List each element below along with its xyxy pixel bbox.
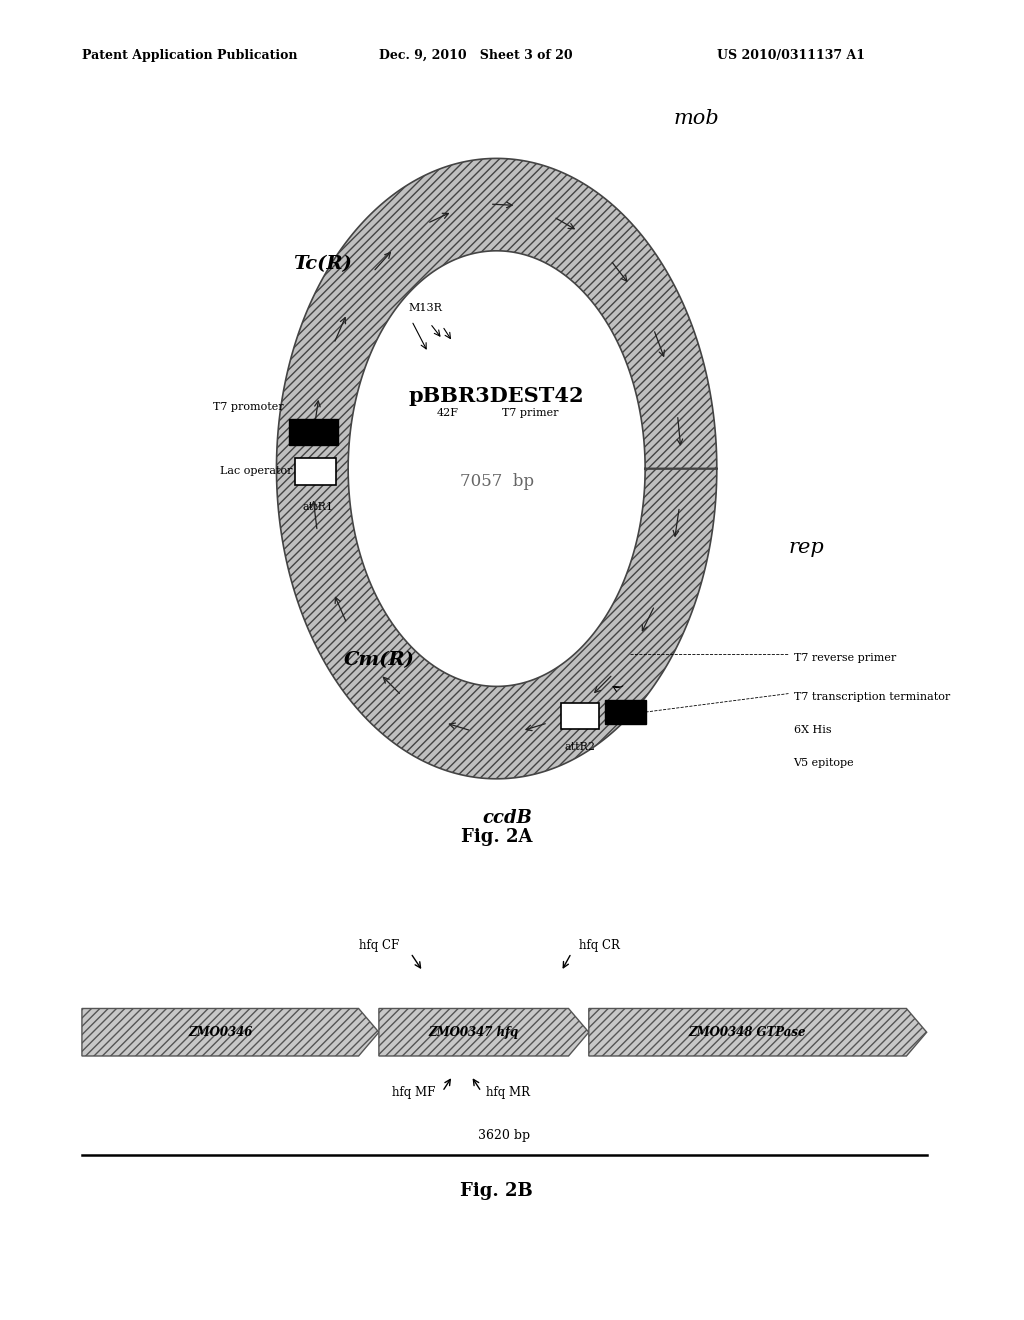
Text: Tc(R): Tc(R) bbox=[293, 255, 352, 273]
Polygon shape bbox=[276, 158, 717, 779]
Text: mob: mob bbox=[674, 110, 719, 128]
Text: ccdB: ccdB bbox=[482, 809, 531, 828]
Text: T7 reverse primer: T7 reverse primer bbox=[794, 652, 896, 663]
Text: Cm(R): Cm(R) bbox=[343, 651, 415, 669]
Text: hfq MF: hfq MF bbox=[392, 1085, 435, 1098]
Text: US 2010/0311137 A1: US 2010/0311137 A1 bbox=[717, 49, 865, 62]
Text: ZMO0347 hfq: ZMO0347 hfq bbox=[429, 1026, 519, 1039]
Text: Patent Application Publication: Patent Application Publication bbox=[82, 49, 297, 62]
Text: Dec. 9, 2010   Sheet 3 of 20: Dec. 9, 2010 Sheet 3 of 20 bbox=[379, 49, 572, 62]
Text: T7 primer: T7 primer bbox=[502, 408, 558, 418]
Text: attR1: attR1 bbox=[302, 502, 334, 512]
Text: pBBR3DEST42: pBBR3DEST42 bbox=[409, 385, 585, 407]
Text: hfq CR: hfq CR bbox=[579, 939, 620, 952]
Text: T7 transcription terminator: T7 transcription terminator bbox=[794, 692, 950, 702]
Text: Fig. 2A: Fig. 2A bbox=[461, 828, 532, 846]
Text: rep: rep bbox=[788, 539, 824, 557]
Polygon shape bbox=[589, 1008, 927, 1056]
Text: 42F: 42F bbox=[436, 408, 459, 418]
Text: 3620 bp: 3620 bp bbox=[478, 1129, 530, 1142]
Text: Fig. 2B: Fig. 2B bbox=[460, 1181, 534, 1200]
Text: hfq CF: hfq CF bbox=[359, 939, 399, 952]
Text: V5 epitope: V5 epitope bbox=[794, 758, 854, 768]
Text: 7057  bp: 7057 bp bbox=[460, 474, 534, 490]
Polygon shape bbox=[82, 1008, 379, 1056]
Bar bbox=[560, 702, 599, 729]
Text: T7 promoter: T7 promoter bbox=[213, 403, 284, 412]
Text: ZMO0346: ZMO0346 bbox=[188, 1026, 253, 1039]
Bar bbox=[295, 458, 336, 484]
Text: hfq MR: hfq MR bbox=[486, 1085, 530, 1098]
Text: M13R: M13R bbox=[408, 302, 442, 313]
Text: 6X His: 6X His bbox=[794, 725, 831, 735]
Text: ZMO0348 GTPase: ZMO0348 GTPase bbox=[689, 1026, 806, 1039]
Text: attR2: attR2 bbox=[564, 742, 596, 752]
Polygon shape bbox=[379, 1008, 589, 1056]
Bar bbox=[604, 700, 645, 723]
Bar bbox=[289, 418, 338, 445]
Text: Lac operator: Lac operator bbox=[220, 466, 293, 477]
